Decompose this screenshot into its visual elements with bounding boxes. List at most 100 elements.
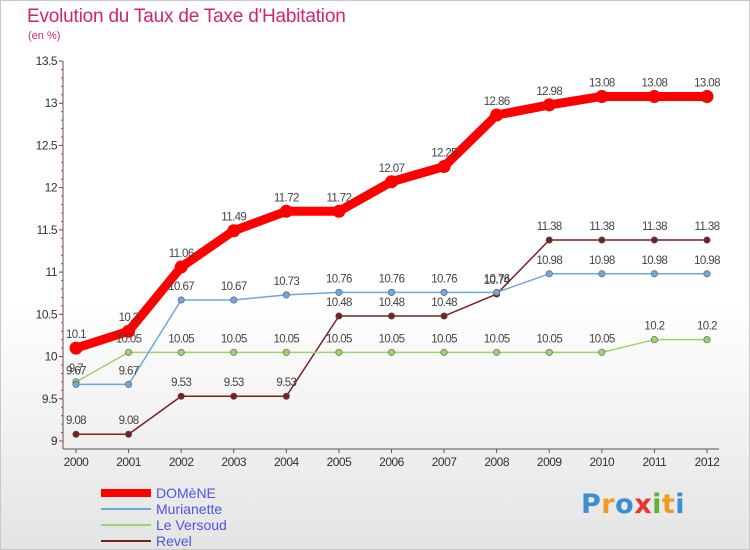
data-point: [493, 348, 501, 356]
data-label: 11.38: [695, 221, 720, 233]
data-label: 9.53: [171, 377, 191, 389]
x-tick-label: 2007: [432, 455, 458, 469]
x-tick-label: 2006: [379, 455, 405, 469]
data-point: [174, 260, 188, 274]
data-point: [545, 236, 553, 244]
data-label: 10.98: [536, 255, 562, 267]
data-point: [650, 270, 658, 278]
logo-letter: P: [581, 489, 602, 520]
data-label: 10.05: [273, 333, 299, 345]
data-point: [440, 288, 448, 296]
x-tick-label: 2002: [169, 455, 195, 469]
data-label: 12.07: [379, 163, 405, 175]
data-point: [177, 296, 185, 304]
data-label: 11.38: [642, 221, 667, 233]
x-tick-label: 2001: [116, 455, 142, 469]
x-tick-label: 2000: [64, 455, 90, 469]
data-label: 10.05: [326, 333, 352, 345]
data-point: [493, 288, 501, 296]
data-label: 13.08: [642, 77, 668, 89]
data-point: [125, 430, 133, 438]
legend-label: Le Versoud: [156, 517, 227, 533]
data-label: 9.67: [119, 365, 139, 377]
data-point: [282, 392, 290, 400]
chart-title: Evolution du Taux de Taxe d'Habitation: [27, 6, 346, 27]
data-label: 9.7: [69, 363, 83, 375]
data-label: 10.48: [379, 297, 405, 309]
data-label: 10.05: [484, 333, 510, 345]
data-point: [385, 175, 398, 189]
data-point: [387, 288, 395, 296]
data-point: [595, 89, 609, 103]
data-label: 10.76: [484, 273, 510, 285]
data-label: 10.05: [536, 333, 562, 345]
logo-letter: i: [675, 489, 686, 520]
data-label: 10.1: [66, 329, 86, 341]
data-label: 10.05: [589, 333, 615, 345]
y-tick-label: 12.5: [36, 138, 58, 152]
data-label: 11.49: [221, 212, 246, 224]
y-tick-label: 12: [45, 181, 58, 195]
data-point: [542, 98, 556, 112]
legend-label: Revel: [156, 533, 192, 549]
data-point: [598, 236, 606, 244]
legend-swatch: [101, 524, 151, 526]
data-point: [282, 348, 290, 356]
data-label: 9.67: [66, 365, 86, 377]
data-label: 12.86: [484, 96, 510, 108]
logo-letter: i: [652, 489, 662, 520]
x-tick-label: 2008: [484, 455, 510, 469]
data-point: [335, 288, 343, 296]
data-point: [440, 348, 448, 356]
data-label: 10.3: [119, 312, 139, 324]
data-point: [703, 236, 711, 244]
y-tick-label: 9: [51, 434, 58, 448]
data-label: 9.08: [119, 415, 139, 427]
data-point: [440, 312, 448, 320]
data-label: 10.98: [694, 255, 720, 267]
data-point: [703, 270, 711, 278]
x-tick-label: 2011: [643, 455, 668, 469]
data-point: [703, 336, 711, 344]
data-point: [332, 204, 346, 218]
data-point: [72, 430, 80, 438]
legend-item: Le Versoud: [101, 517, 227, 533]
y-tick-label: 10: [45, 350, 58, 364]
data-label: 10.48: [431, 297, 457, 309]
data-point: [545, 270, 553, 278]
legend-swatch: [101, 540, 151, 542]
data-point: [700, 89, 714, 103]
data-point: [279, 204, 293, 218]
data-point: [650, 236, 658, 244]
data-label: 12.98: [536, 86, 562, 98]
data-point: [335, 312, 343, 320]
legend-item: DOMèNE: [101, 485, 227, 501]
y-tick-label: 10.5: [36, 307, 58, 321]
data-point: [69, 341, 83, 355]
data-label: 13.08: [589, 77, 615, 89]
data-label: 10.05: [379, 333, 405, 345]
chart-subtitle: (en %): [28, 30, 61, 42]
data-label: 10.48: [326, 297, 352, 309]
data-label: 10.76: [326, 273, 352, 285]
data-point: [437, 160, 451, 174]
data-label: 10.05: [431, 333, 457, 345]
data-label: 9.53: [276, 377, 296, 389]
legend-label: Murianette: [156, 501, 223, 517]
data-point: [598, 270, 606, 278]
logo-letter: r: [601, 489, 616, 520]
data-label: 13.08: [694, 77, 720, 89]
legend: DOMèNE Murianette Le Versoud Revel: [101, 485, 227, 549]
data-point: [177, 348, 185, 356]
data-point: [387, 348, 395, 356]
legend-swatch: [101, 508, 151, 510]
data-point: [72, 380, 80, 388]
data-label: 12.25: [431, 148, 457, 160]
data-label: 11.38: [589, 221, 614, 233]
data-point: [230, 348, 238, 356]
data-label: 10.05: [221, 333, 247, 345]
x-tick-label: 2005: [327, 455, 353, 469]
data-point: [125, 380, 133, 388]
data-label: 10.98: [589, 255, 615, 267]
